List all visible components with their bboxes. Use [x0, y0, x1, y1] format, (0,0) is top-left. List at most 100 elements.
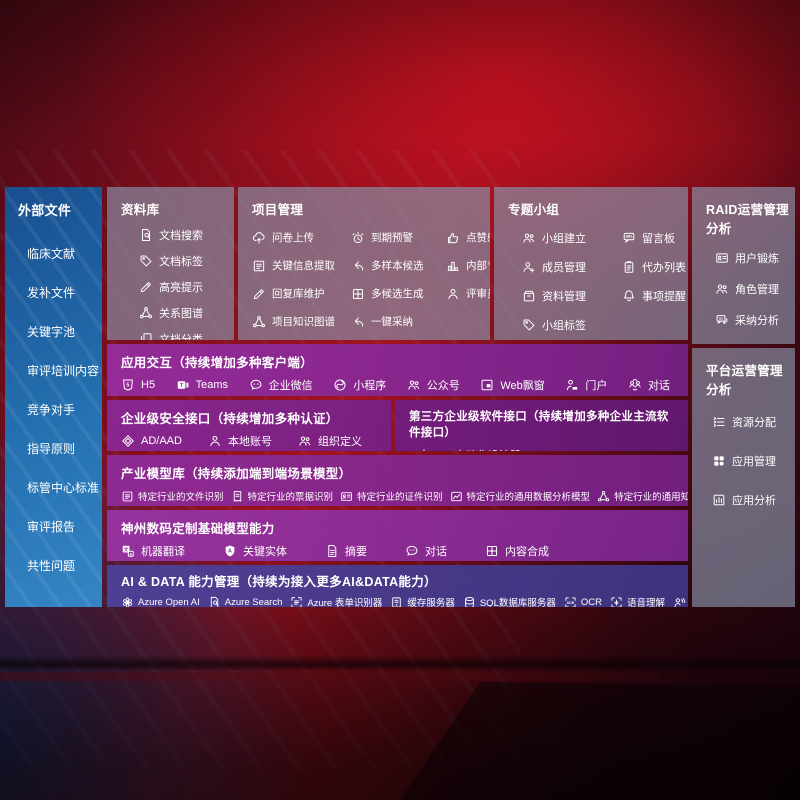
project-management-items: 问卷上传 到期预警 点赞感谢关键信息提取 多样本候选 内部专家排名回复库维护 多候选生成 评…	[252, 230, 490, 329]
data-library-title: 资料库	[121, 203, 160, 217]
sidebar-item: 指导原则	[27, 442, 76, 456]
external-files-panel: 外部文件 临床文献 发补文件 关键字池 审评培训内容 竞争对手 指导原则 标管中心标准 审评报…	[5, 187, 102, 607]
topic-group-panel: 专题小组 小组建立 BBS 留言板 成员管理 代办列表 资料管理 事项提醒 小组标签	[494, 187, 688, 340]
svg-text:T: T	[179, 383, 183, 389]
feature-label: 代办列表	[642, 262, 686, 274]
feature-label: 关系图谱	[159, 308, 203, 320]
sidebar-item: 竞争对手	[27, 403, 76, 417]
people-icon	[715, 282, 729, 296]
feature-item: A 关键实体	[223, 543, 287, 559]
feature-label: 小组建立	[542, 233, 586, 245]
clipboard-icon	[622, 260, 636, 274]
feature-label: H5	[141, 379, 156, 391]
feature-label: 特定行业的文件识别	[138, 492, 224, 503]
feature-item: 小组标签	[522, 317, 622, 333]
teams-icon: T	[176, 378, 190, 392]
feature-label: 回复库维护	[272, 288, 325, 300]
pen-icon	[252, 287, 266, 301]
shield-a-icon: A	[223, 544, 237, 558]
gear-icon	[417, 448, 431, 451]
feature-item: 应用管理	[712, 453, 776, 469]
feature-item: 特定行业的票据识别	[231, 489, 333, 503]
tune-icon	[712, 415, 726, 429]
industry-model-row: 产业模型库（持续添加端到端场景模型） 特定行业的文件识别 特定行业的票据识别 特定行…	[107, 455, 688, 506]
person-plus-icon	[522, 260, 536, 274]
sidebar-item: 审评培训内容	[27, 364, 100, 378]
svg-text:BBS: BBS	[626, 235, 633, 239]
svg-text:A: A	[129, 552, 132, 556]
feature-label: 小程序	[353, 380, 387, 392]
feature-item: 关系图谱	[139, 305, 203, 321]
puzzle-icon	[351, 287, 365, 301]
feature-item: AD/AAD	[121, 434, 182, 448]
feature-item: 高亮提示	[139, 279, 203, 295]
feature-item: 回复库维护	[252, 286, 349, 301]
feature-item: 成员管理	[522, 259, 622, 275]
app-interaction-items: 5 H5 T Teams 企业微信 小程序 公众号 Web飘窗 门户 对话	[121, 377, 674, 393]
feature-label: 文档分类	[159, 334, 203, 340]
feature-label: 事项提醒	[642, 291, 686, 303]
platform-operations-panel: 平台运营管理分析 资源分配 应用管理 应用分析	[692, 348, 795, 607]
sidebar-item: 审评报告	[27, 520, 76, 534]
feature-label: SQL数据库服务器	[479, 598, 556, 607]
data-library-panel: 资料库 文档搜索 文档标签 高亮提示 关系图谱 文档分类	[107, 187, 234, 340]
external-files-list: 临床文献 发补文件 关键字池 审评培训内容 竞争对手 指导原则 标管中心标准 审评报告 共性问题	[18, 245, 100, 574]
feature-label: 用户锻炼	[735, 253, 779, 265]
feature-label: 问卷上传	[272, 232, 314, 244]
feature-item: 5 H5	[121, 378, 155, 392]
feature-item: 文档标签	[139, 253, 203, 269]
foundation-model-title: 神州数码定制基础模型能力	[121, 522, 275, 536]
industry-model-items: 特定行业的文件识别 特定行业的票据识别 特定行业的证件识别 特定行业的通用数据分析模型…	[121, 489, 688, 503]
enterprise-security-title: 企业级安全接口（持续增加多种认证）	[121, 412, 339, 426]
feature-item: 门户	[565, 377, 607, 393]
feature-label: 资源分配	[732, 417, 776, 429]
grid-icon	[712, 454, 726, 468]
feature-label: 语音理解	[626, 598, 665, 607]
feature-label: 内容合成	[505, 546, 549, 558]
feature-item: 摘要	[325, 543, 367, 559]
reply-icon	[351, 315, 365, 329]
sidebar-item: 发补文件	[27, 286, 76, 300]
feature-label: 应用分析	[732, 495, 776, 507]
enterprise-security-items: AD/AAD 本地账号 组织定义	[121, 433, 377, 449]
feature-label: 对话	[425, 546, 447, 558]
feature-item: 多样本候选	[351, 258, 444, 273]
tag-icon	[522, 318, 536, 332]
person-icon	[208, 434, 222, 448]
feature-item: OCR OCR	[564, 596, 602, 607]
tag-icon	[139, 254, 153, 268]
feature-label: 特定行业的通用数据分析模型	[466, 492, 591, 503]
app-interaction-row: 应用交互（持续增加多种客户端） 5 H5 T Teams 企业微信 小程序 公众号 Web飘窗…	[107, 344, 688, 396]
feature-item: 多候选生成	[351, 286, 444, 301]
svg-text:OCR: OCR	[567, 600, 575, 604]
feature-item: 特定行业的通用数据分析模型	[450, 489, 591, 503]
feature-item: API自动化设计器	[417, 447, 521, 451]
feature-item: QA 采纳分析	[715, 312, 779, 328]
svg-text:QA: QA	[719, 317, 724, 321]
receipt-icon	[231, 490, 244, 503]
enterprise-security-row: 企业级安全接口（持续增加多种认证） AD/AAD 本地账号 组织定义	[107, 400, 391, 451]
feature-item: T Teams	[176, 378, 228, 392]
feature-item: SQL数据库服务器	[463, 595, 556, 607]
app-chart-icon	[712, 493, 726, 507]
feature-label: 到期预警	[371, 232, 413, 244]
tts-icon	[673, 596, 686, 608]
feature-label: Azure Search	[224, 596, 283, 608]
pen-icon	[139, 280, 153, 294]
feature-label: 成员管理	[542, 262, 586, 274]
ai-data-capability-items: Azure Open AI Azure Search Azure 表单识别器 缓存服务…	[121, 595, 686, 608]
network-icon	[139, 306, 153, 320]
feature-label: AD/AAD	[141, 435, 182, 447]
speech-icon	[610, 596, 623, 607]
diamond-icon	[121, 434, 135, 448]
sidebar-item: 标管中心标准	[27, 481, 100, 495]
database-icon	[463, 596, 476, 607]
network-icon	[597, 490, 610, 503]
feature-item: 代办列表	[622, 259, 686, 275]
person-icon	[446, 287, 460, 301]
feature-item: 资源分配	[712, 414, 776, 430]
feature-item: 文档分类	[139, 331, 203, 340]
people-icon	[407, 378, 421, 392]
feature-label: 高亮提示	[159, 282, 203, 294]
